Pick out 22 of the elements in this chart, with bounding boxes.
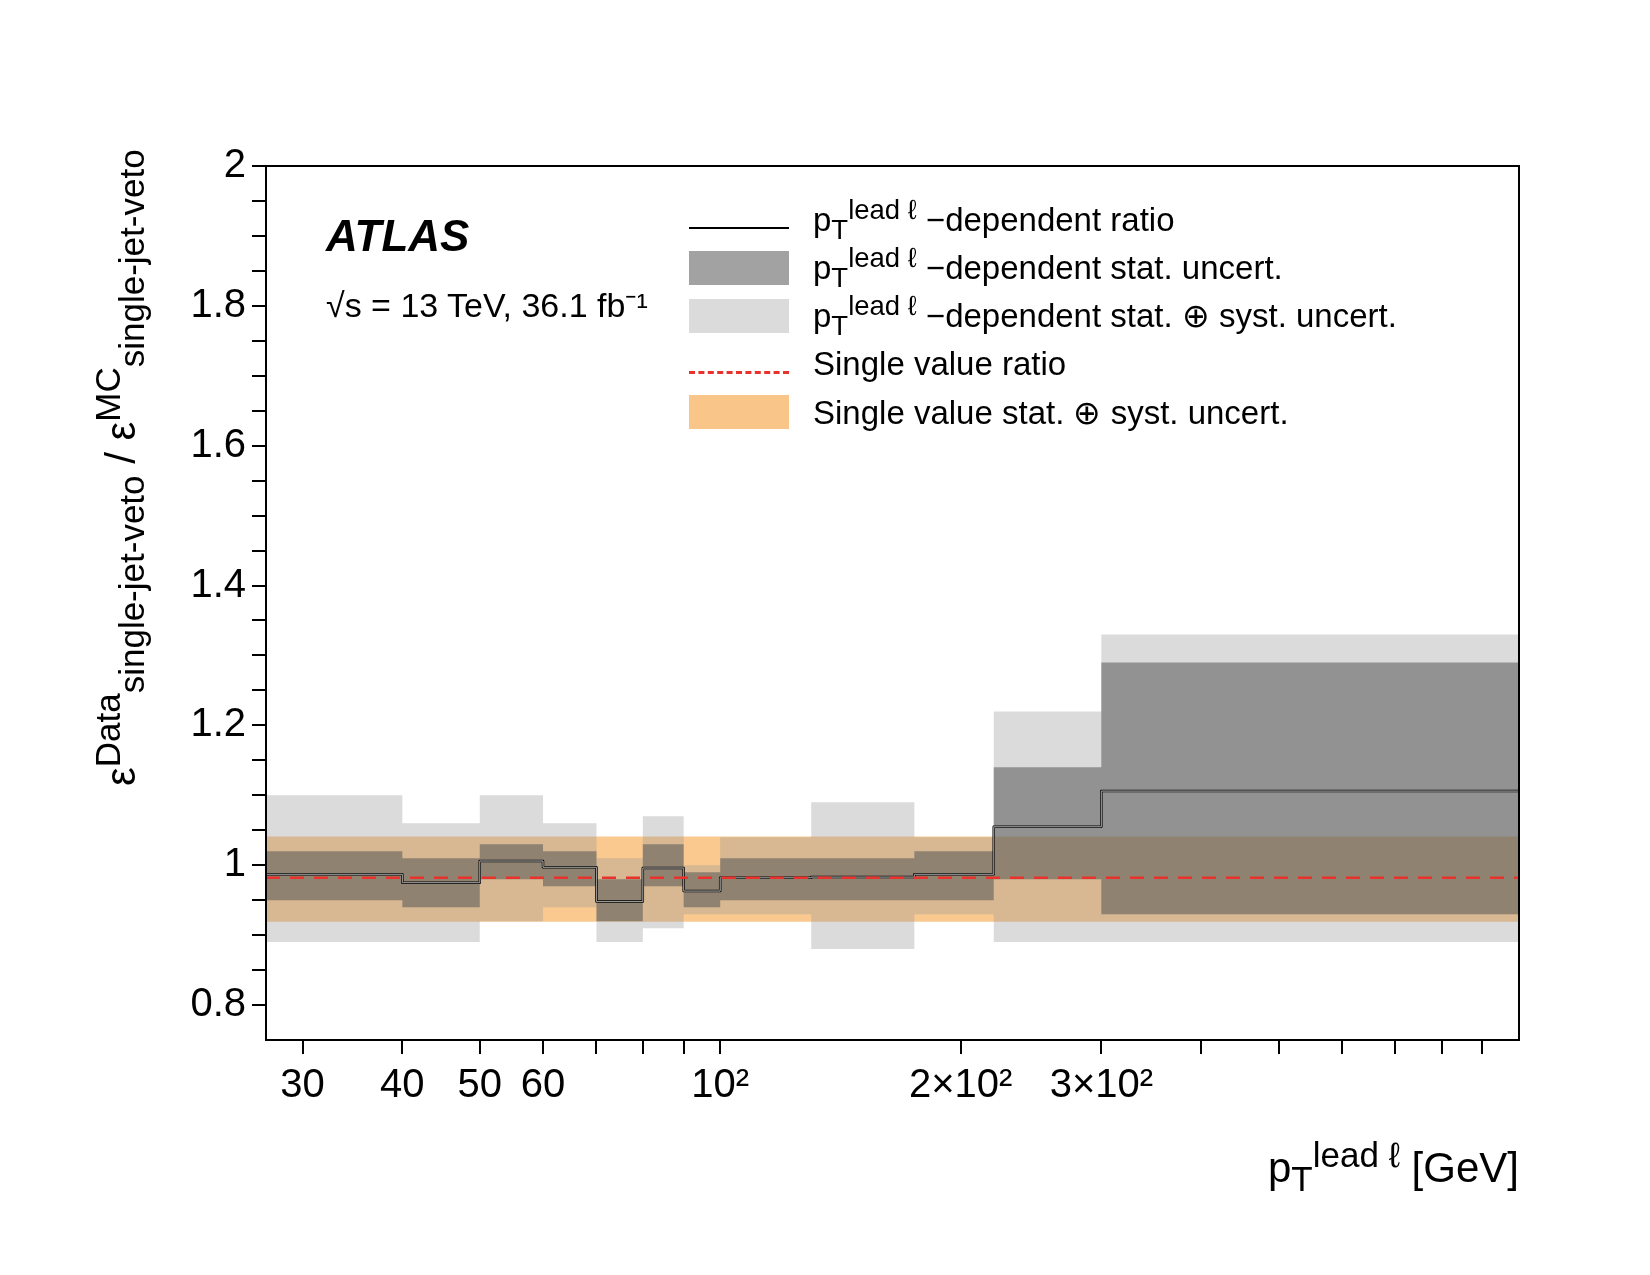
legend-label: p$_{T}$$^{lead ℓ}$ −dependent stat. ⊕ syst. uncert. bbox=[813, 290, 1397, 341]
y-tick-label: 0.8 bbox=[190, 980, 246, 1025]
legend-label: Single value stat. ⊕ syst. uncert. bbox=[813, 392, 1289, 432]
y-tick-label: 2 bbox=[223, 141, 246, 186]
x-tick-label: 60 bbox=[520, 1061, 566, 1106]
x-tick-label: 50 bbox=[457, 1061, 503, 1106]
x-tick-label: 30 bbox=[280, 1061, 325, 1106]
x-tick-label: 3×10² bbox=[1049, 1061, 1154, 1106]
legend-label: p$_{T}$$^{lead ℓ}$ −dependent stat. uncert. bbox=[813, 242, 1283, 293]
annotation: ATLAS bbox=[326, 211, 470, 261]
y-tick-label: 1.6 bbox=[190, 420, 246, 465]
x-axis-title: p$_{T}$$^{lead ℓ}$ [GeV] bbox=[1267, 1135, 1519, 1200]
y-tick-label: 1 bbox=[223, 840, 246, 885]
legend-label: Single value ratio bbox=[813, 345, 1067, 383]
x-tick-label: 10² bbox=[691, 1061, 750, 1106]
x-tick-label: 2×10² bbox=[908, 1061, 1013, 1106]
legend-label: p$_{T}$$^{lead ℓ}$ −dependent ratio bbox=[813, 194, 1175, 245]
y-tick-label: 1.2 bbox=[190, 700, 246, 745]
x-tick-label: 40 bbox=[380, 1061, 425, 1106]
y-tick-label: 1.8 bbox=[190, 280, 246, 325]
annotation: √s = 13 TeV, 36.1 fb⁻¹ bbox=[326, 285, 648, 326]
y-tick-label: 1.4 bbox=[190, 560, 246, 605]
